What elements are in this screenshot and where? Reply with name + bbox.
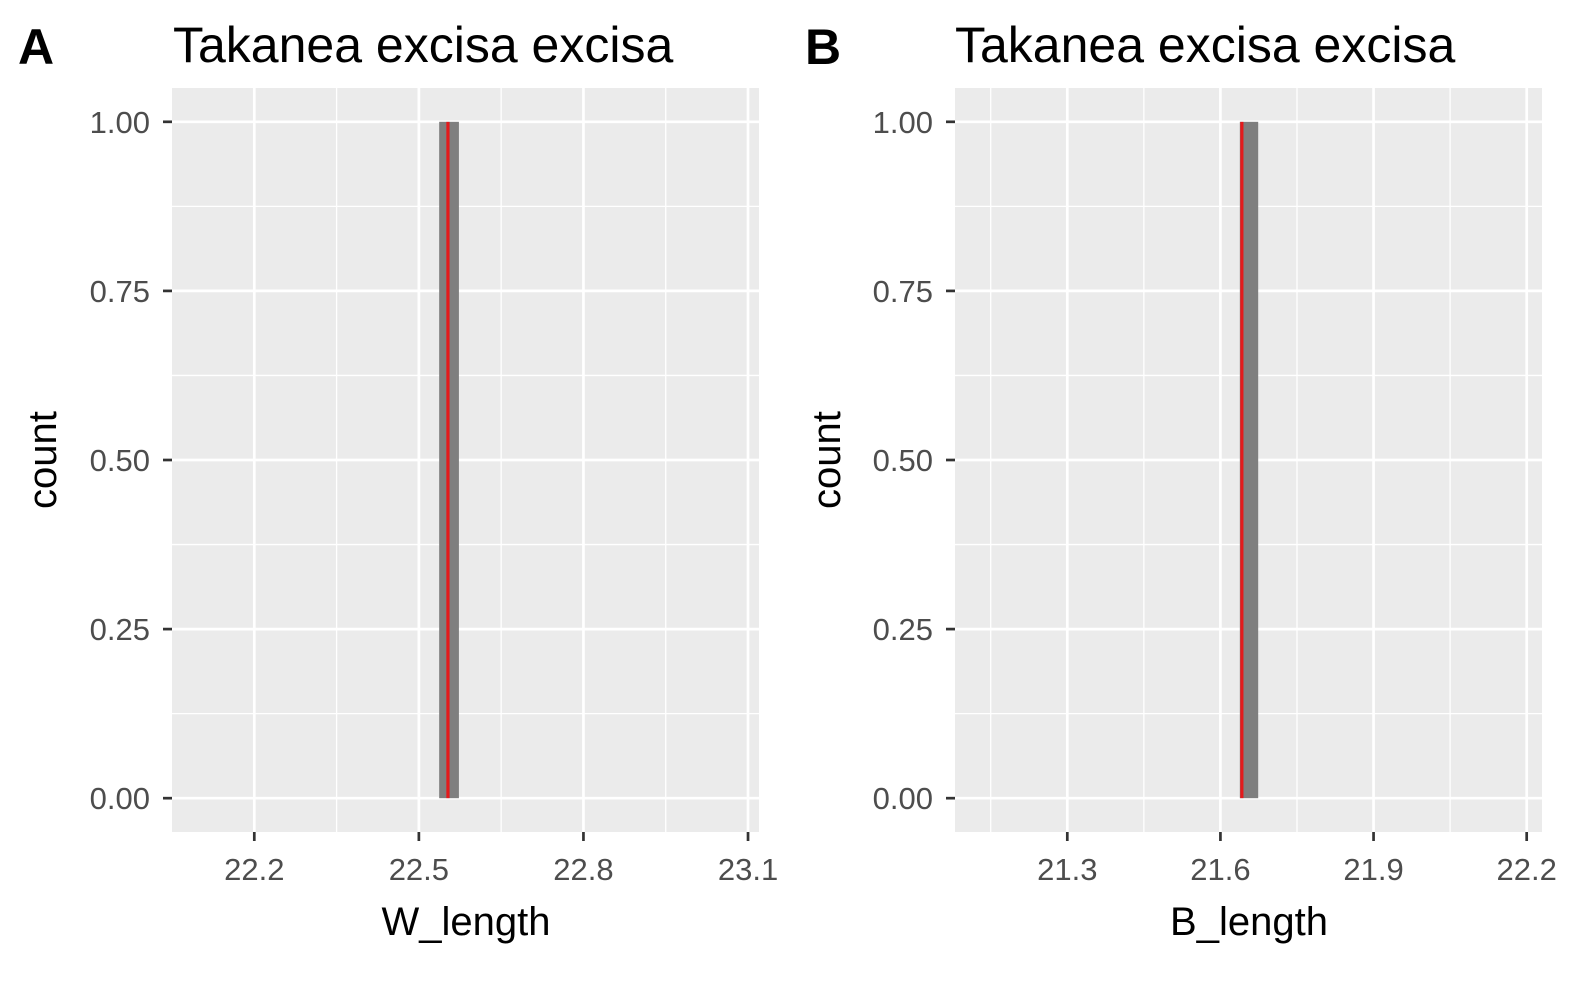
x-axis-title: W_length (382, 900, 551, 944)
y-tick-label: 0.75 (90, 274, 150, 309)
y-tick-label: 1.00 (873, 105, 933, 140)
y-tick-label: 0.25 (873, 612, 933, 647)
y-tick-label: 0.25 (90, 612, 150, 647)
x-axis-title: B_length (1170, 900, 1328, 944)
panel-tag: A (18, 19, 54, 75)
y-axis-title: count (21, 411, 65, 509)
x-tick-label: 22.2 (224, 852, 284, 887)
x-tick-label: 22.5 (389, 852, 449, 887)
panel-tag: B (805, 19, 841, 75)
x-tick-label: 21.3 (1037, 852, 1097, 887)
y-tick-label: 0.00 (873, 781, 933, 816)
x-tick-label: 22.8 (553, 852, 613, 887)
x-tick-label: 21.6 (1190, 852, 1250, 887)
y-tick-label: 0.50 (90, 443, 150, 478)
x-axis-labels: 22.2 22.5 22.8 23.1 (224, 852, 778, 887)
y-tick-label: 0.75 (873, 274, 933, 309)
x-axis-labels: 21.3 21.6 21.9 22.2 (1037, 852, 1557, 887)
y-tick-label: 0.00 (90, 781, 150, 816)
x-tick-label: 23.1 (718, 852, 778, 887)
x-tick-label: 22.2 (1497, 852, 1557, 887)
histogram-bar (1239, 121, 1259, 799)
panel-title: Takanea excisa excisa (955, 17, 1455, 73)
x-tick-label: 21.9 (1343, 852, 1403, 887)
panel-a: 0.00 0.25 0.50 0.75 1.00 22.2 22.5 22.8 23.1 A Tak… (18, 17, 778, 944)
panel-b: 0.00 0.25 0.50 0.75 1.00 21.3 21.6 21.9 22.2 B Tak… (805, 17, 1557, 944)
y-tick-label: 0.50 (873, 443, 933, 478)
y-axis-title: count (805, 411, 849, 509)
panel-title: Takanea excisa excisa (173, 17, 673, 73)
y-tick-label: 1.00 (90, 105, 150, 140)
